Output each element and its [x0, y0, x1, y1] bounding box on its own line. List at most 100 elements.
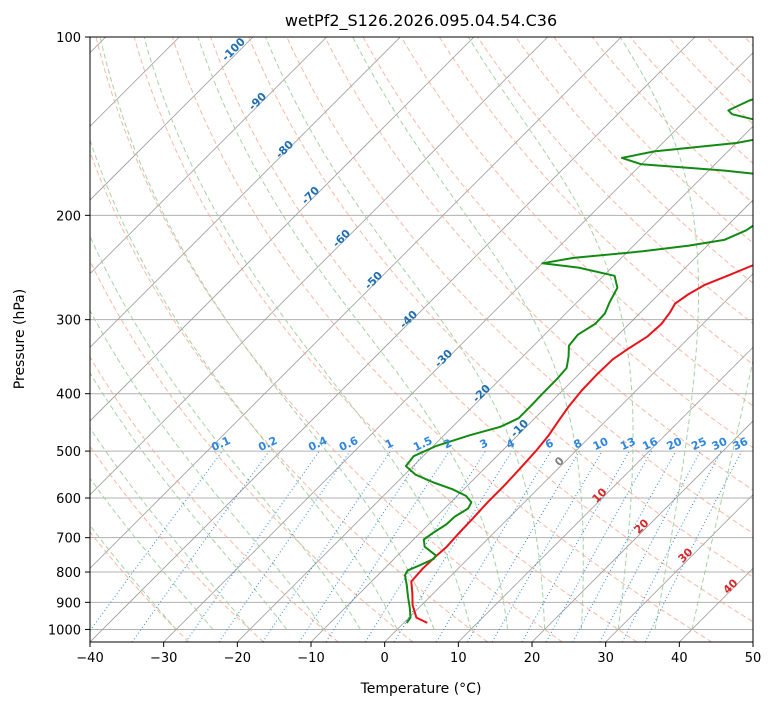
moist-adiabat-line: [266, 37, 545, 629]
moist-adiabat-line: [620, 37, 698, 629]
isotherm-line: [16, 37, 621, 642]
x-tick-label: 10: [450, 651, 467, 666]
x-tick-label: 20: [524, 651, 541, 666]
mixing-ratio-line: [546, 451, 651, 642]
isotherm-line: [311, 37, 775, 642]
plot-frame: [90, 37, 753, 642]
temperature-line: [411, 37, 775, 623]
moist-adiabat-line: [0, 37, 250, 629]
background-lines: [0, 37, 775, 642]
y-tick-label: 900: [56, 596, 81, 611]
x-tick-label: 50: [745, 651, 762, 666]
moist-adiabat-line: [468, 37, 633, 629]
isotherm-line: [164, 37, 769, 642]
mixing-ratio-label: 3: [478, 436, 490, 451]
mixing-ratio-label: 13: [618, 435, 637, 453]
mixing-ratio-line: [468, 451, 580, 642]
moist-adiabat-line: [144, 37, 471, 629]
y-tick-label: 800: [56, 566, 81, 581]
x-tick-label: 0: [381, 651, 389, 666]
isotherm-label: -40: [397, 308, 420, 331]
isotherm-line: [385, 37, 775, 642]
mixing-ratio-line: [394, 451, 512, 642]
mixing-ratio-label: 2: [442, 436, 454, 451]
isotherm-label: 40: [721, 576, 741, 596]
moist-adiabat-line: [692, 37, 775, 629]
isotherm-line: [0, 37, 327, 642]
dry-adiabat-line: [0, 37, 338, 642]
y-axis-label: Pressure (hPa): [12, 289, 28, 389]
dry-adiabat-line: [707, 37, 775, 642]
isotherm-line: [0, 37, 400, 642]
dry-adiabat-line: [20, 37, 413, 642]
x-tick-label: −10: [297, 651, 324, 666]
isotherm-label: -80: [273, 138, 296, 161]
dry-adiabat-line: [0, 37, 264, 642]
isotherm-label: -90: [246, 90, 269, 113]
dewpoint-line: [405, 37, 775, 623]
isotherm-label: -60: [330, 227, 353, 250]
mixing-ratio-line: [132, 451, 269, 642]
x-axis-label: Temperature (°C): [360, 681, 482, 697]
dry-adiabat-line: [745, 37, 775, 642]
mixing-ratio-label: 6: [543, 436, 556, 451]
moist-adiabat-line: [198, 37, 508, 629]
y-tick-label: 200: [56, 209, 81, 224]
mixing-ratio-label: 25: [689, 435, 708, 453]
y-tick-label: 400: [56, 388, 81, 403]
moist-adiabat-line: [0, 37, 287, 629]
dry-adiabat-line: [554, 37, 775, 642]
mixing-ratio-line: [622, 451, 721, 642]
mixing-ratio-line: [522, 451, 629, 642]
isotherm-line: [237, 37, 775, 642]
isotherm-label: -70: [299, 184, 322, 207]
y-tick-label: 600: [56, 492, 81, 507]
mixing-ratio-line: [82, 451, 223, 642]
mixing-ratio-label: 10: [591, 435, 611, 453]
isotherm-label: -50: [362, 269, 385, 292]
dry-adiabat-line: [363, 37, 775, 642]
mixing-ratio-line: [263, 451, 391, 642]
x-tick-label: −20: [224, 651, 251, 666]
moist-adiabat-line: [353, 37, 584, 629]
dry-adiabat-line: [58, 37, 488, 642]
isotherm-line: [753, 37, 775, 642]
dry-adiabat-line: [516, 37, 775, 642]
moist-adiabat-line: [0, 37, 213, 629]
isotherm-line: [0, 37, 253, 642]
mixing-ratio-label: 20: [665, 435, 685, 453]
y-tick-label: 300: [56, 314, 81, 329]
x-tick-label: 30: [597, 651, 614, 666]
dry-adiabat-line: [134, 37, 637, 642]
isotherm-label: 30: [676, 545, 696, 565]
mixing-ratio-line: [219, 451, 350, 642]
x-tick-label: −40: [76, 651, 103, 666]
moist-adiabat-line: [100, 37, 434, 629]
dry-adiabat-line: [0, 37, 189, 642]
series-layer: [405, 37, 775, 623]
x-tick-label: −30: [150, 651, 177, 666]
y-tick-label: 100: [56, 31, 81, 46]
isotherm-label: 20: [632, 516, 652, 536]
chart-title: wetPf2_S126.2026.095.04.54.C36: [285, 11, 557, 31]
isotherm-label: -20: [470, 382, 493, 405]
mixing-ratio-line: [326, 451, 449, 642]
x-tick-label: 40: [671, 651, 688, 666]
axis-layer: −40 −30 −20 −10 0 10 20 30 40 50 1000 900 800 700 600 5…: [48, 31, 761, 666]
isotherm-line: [532, 37, 775, 642]
isotherm-label: 10: [590, 485, 610, 505]
mixing-ratio-label: 16: [640, 435, 660, 453]
isotherm-line: [90, 37, 695, 642]
isotherm-line: [458, 37, 775, 642]
y-tick-label: 700: [56, 532, 81, 547]
mixing-ratio-line: [645, 451, 742, 642]
y-tick-label: 500: [56, 445, 81, 460]
isotherm-line: [0, 37, 474, 642]
isotherm-line: [0, 37, 548, 642]
isotherm-label: -10: [508, 417, 531, 440]
y-tick-label: 1000: [48, 623, 81, 638]
mixing-ratio-line: [573, 451, 676, 642]
